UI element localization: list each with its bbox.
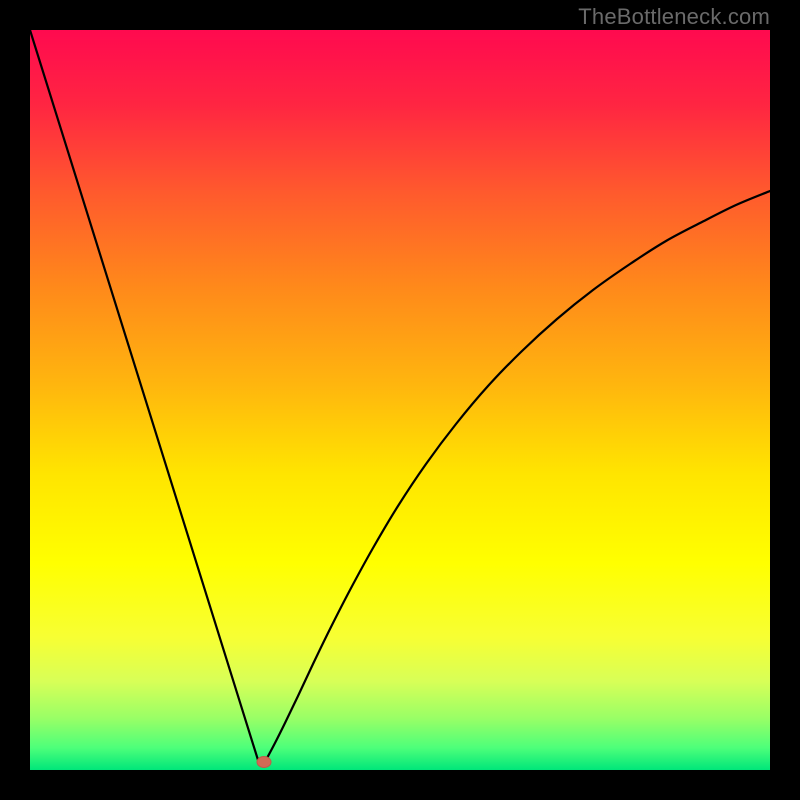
gradient-background bbox=[30, 30, 770, 770]
optimum-marker bbox=[257, 757, 271, 768]
watermark-text: TheBottleneck.com bbox=[578, 4, 770, 30]
chart-frame: TheBottleneck.com bbox=[0, 0, 800, 800]
plot-area bbox=[30, 30, 770, 770]
bottleneck-curve-chart bbox=[30, 30, 770, 770]
